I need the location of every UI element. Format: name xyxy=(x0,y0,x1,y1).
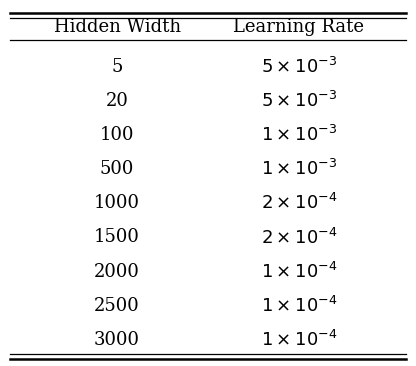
Text: $1 \times 10^{-4}$: $1 \times 10^{-4}$ xyxy=(261,330,337,350)
Text: Hidden Width: Hidden Width xyxy=(54,18,181,36)
Text: $1 \times 10^{-4}$: $1 \times 10^{-4}$ xyxy=(261,296,337,316)
Text: 100: 100 xyxy=(100,126,134,144)
Text: 3000: 3000 xyxy=(94,331,140,349)
Text: 1000: 1000 xyxy=(94,194,140,212)
Text: Learning Rate: Learning Rate xyxy=(233,18,364,36)
Text: 1500: 1500 xyxy=(94,228,140,246)
Text: 500: 500 xyxy=(100,160,134,178)
Text: 5: 5 xyxy=(111,58,123,76)
Text: $1 \times 10^{-3}$: $1 \times 10^{-3}$ xyxy=(261,159,337,179)
Text: 2000: 2000 xyxy=(94,263,140,281)
Text: $5 \times 10^{-3}$: $5 \times 10^{-3}$ xyxy=(261,91,337,111)
Text: 2500: 2500 xyxy=(94,297,140,315)
Text: $2 \times 10^{-4}$: $2 \times 10^{-4}$ xyxy=(261,193,337,213)
Text: $5 \times 10^{-3}$: $5 \times 10^{-3}$ xyxy=(261,57,337,77)
Text: $1 \times 10^{-3}$: $1 \times 10^{-3}$ xyxy=(261,125,337,145)
Text: $2 \times 10^{-4}$: $2 \times 10^{-4}$ xyxy=(261,227,337,247)
Text: 20: 20 xyxy=(106,92,129,110)
Text: $1 \times 10^{-4}$: $1 \times 10^{-4}$ xyxy=(261,262,337,282)
